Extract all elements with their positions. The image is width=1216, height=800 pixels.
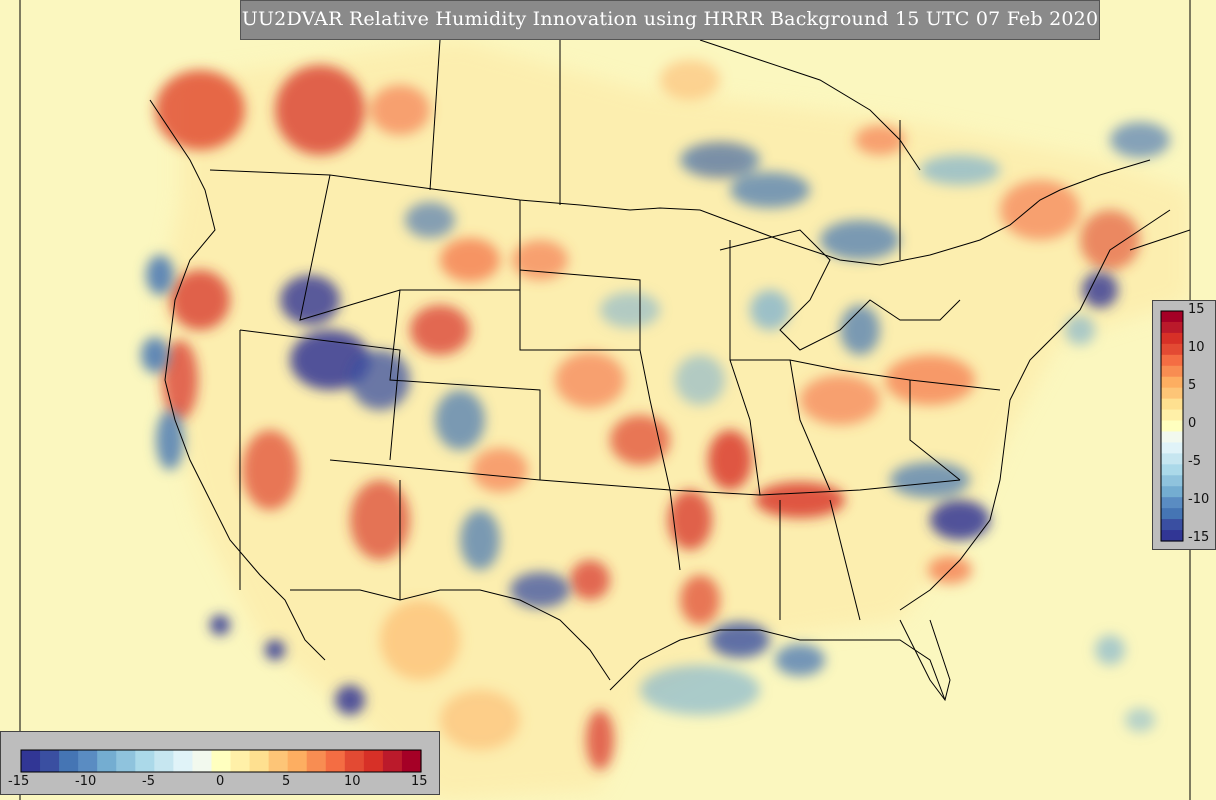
state-line-15	[829, 499, 861, 621]
state-line-5	[519, 200, 640, 351]
colorbar-swatch	[1161, 420, 1183, 433]
horizontal-colorbar-tick-10: 10	[344, 774, 361, 789]
colorbar-swatch	[306, 750, 327, 772]
colorbar-swatch	[59, 750, 79, 772]
colorbar-swatch	[1161, 321, 1183, 334]
colorbar-swatch	[268, 750, 289, 772]
colorbar-swatch	[1161, 409, 1183, 422]
state-line-11	[730, 359, 1001, 391]
vertical-colorbar-tick-minus15: -15	[1188, 530, 1210, 545]
canada-us-border	[209, 159, 1151, 266]
colorbar-swatch	[1161, 464, 1183, 476]
nova-scotia-coast	[1129, 229, 1190, 251]
vertical-colorbar-tick-0: 0	[1188, 416, 1197, 431]
colorbar-swatch	[287, 750, 308, 772]
state-line-13	[789, 359, 831, 491]
vertical-colorbar-tick-10: 10	[1188, 340, 1205, 355]
horizontal-colorbar-tick-minus15: -15	[8, 774, 30, 789]
negative-innovation-field	[141, 122, 1170, 732]
positive-innovation-field	[155, 60, 1140, 770]
colorbar-swatch	[154, 750, 174, 772]
colorbar-swatch	[401, 750, 422, 772]
colorbar-swatch	[1161, 332, 1183, 345]
horizontal-colorbar-ramp	[20, 749, 422, 773]
colorbar-swatch	[249, 750, 270, 772]
horizontal-colorbar-tick-minus10: -10	[75, 774, 97, 789]
state-line-4	[389, 289, 541, 480]
colorbar-swatch	[1161, 530, 1183, 542]
colorbar-swatch	[1161, 508, 1183, 520]
great-lakes-outline	[719, 229, 961, 351]
horizontal-colorbar-tick-0: 0	[216, 774, 225, 789]
state-line-2	[239, 329, 401, 461]
map-title: UU2DVAR Relative Humidity Innovation usi…	[241, 8, 1099, 30]
colorbar-swatch	[382, 750, 403, 772]
vertical-colorbar-tick-minus5: -5	[1188, 454, 1201, 469]
colorbar-swatch	[40, 750, 60, 772]
colorbar-swatch	[1161, 387, 1183, 400]
colorbar-swatch	[116, 750, 136, 772]
state-line-10	[669, 479, 961, 496]
colorbar-swatch	[344, 750, 365, 772]
boundaries	[149, 39, 1190, 702]
canada-province-line-1	[429, 39, 441, 191]
florida-coast	[899, 619, 951, 702]
colorbar-swatch	[1161, 398, 1183, 411]
colorbar-swatch	[21, 750, 41, 772]
colorbar-swatch	[1161, 376, 1183, 389]
vertical-colorbar-ramp	[1160, 310, 1184, 542]
colorbar-swatch	[1161, 431, 1183, 444]
state-line-7	[329, 459, 681, 571]
colorbar-swatch	[1161, 365, 1183, 378]
colorbar-swatch	[1161, 475, 1183, 487]
colorbar-swatch	[1161, 311, 1183, 323]
state-line-12	[729, 240, 761, 496]
colorbar-swatch	[173, 750, 194, 772]
state-line-3	[299, 174, 520, 321]
title-bar: UU2DVAR Relative Humidity Innovation usi…	[240, 0, 1100, 40]
state-line-6	[519, 269, 641, 350]
colorbar-swatch	[1161, 453, 1183, 465]
west-coast-line	[149, 99, 326, 661]
state-line-16	[909, 380, 961, 481]
colorbar-swatch	[363, 750, 384, 772]
colorbar-swatch	[1161, 519, 1183, 531]
colorbar-swatch	[97, 750, 117, 772]
colorbar-outline	[20, 749, 422, 773]
horizontal-colorbar-tick-5: 5	[282, 774, 291, 789]
colorbar-swatch	[211, 750, 232, 772]
state-line-9	[639, 349, 671, 491]
vertical-colorbar-tick-5: 5	[1188, 378, 1197, 393]
atlantic-coast-line	[899, 209, 1171, 611]
vertical-colorbar: 15 10 5 0 -5 -10 -15	[1152, 300, 1216, 550]
colorbar-swatch	[78, 750, 98, 772]
mexico-us-border	[290, 589, 611, 681]
colorbar-swatch	[1161, 343, 1183, 356]
vertical-colorbar-tick-minus10: -10	[1188, 492, 1210, 507]
colorbar-swatch	[135, 750, 155, 772]
colorbar-swatch	[230, 750, 251, 772]
colorbar-swatch	[1161, 486, 1183, 498]
colorbar-swatch	[1161, 442, 1183, 454]
vertical-colorbar-tick-15: 15	[1188, 302, 1205, 317]
colorbar-swatch	[1161, 497, 1183, 509]
colorbar-swatch	[325, 750, 346, 772]
colorbar-swatch	[1161, 354, 1183, 367]
hudson-bay-coast	[699, 39, 921, 171]
colorbar-swatch	[192, 750, 213, 772]
colorbar-outline	[1160, 310, 1184, 542]
horizontal-colorbar-tick-15: 15	[411, 774, 428, 789]
horizontal-colorbar: -15 -10 -5 0 5 10 15	[0, 731, 440, 795]
horizontal-colorbar-tick-minus5: -5	[142, 774, 155, 789]
